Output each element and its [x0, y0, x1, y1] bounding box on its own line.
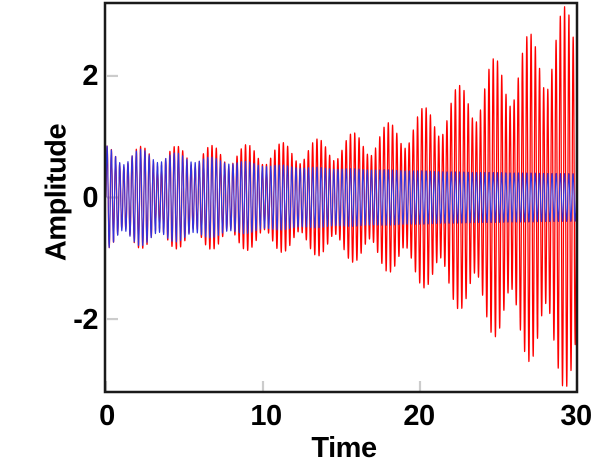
x-tick-label-0: 0 [99, 400, 115, 432]
plot-frame [103, 1, 579, 394]
y-tick-label-0: 0 [82, 182, 98, 214]
x-tick-label-10: 10 [250, 400, 282, 432]
waveform-series [105, 6, 578, 387]
y-tick-label-2: 2 [82, 60, 98, 92]
bounded-oscillation [105, 145, 578, 249]
x-axis-label: Time [311, 432, 377, 464]
x-tick-label-30: 30 [560, 400, 592, 432]
y-tick-label-neg2: -2 [73, 304, 98, 336]
y-axis-label: Amplitude [40, 123, 73, 262]
x-tick-label-20: 20 [403, 400, 435, 432]
